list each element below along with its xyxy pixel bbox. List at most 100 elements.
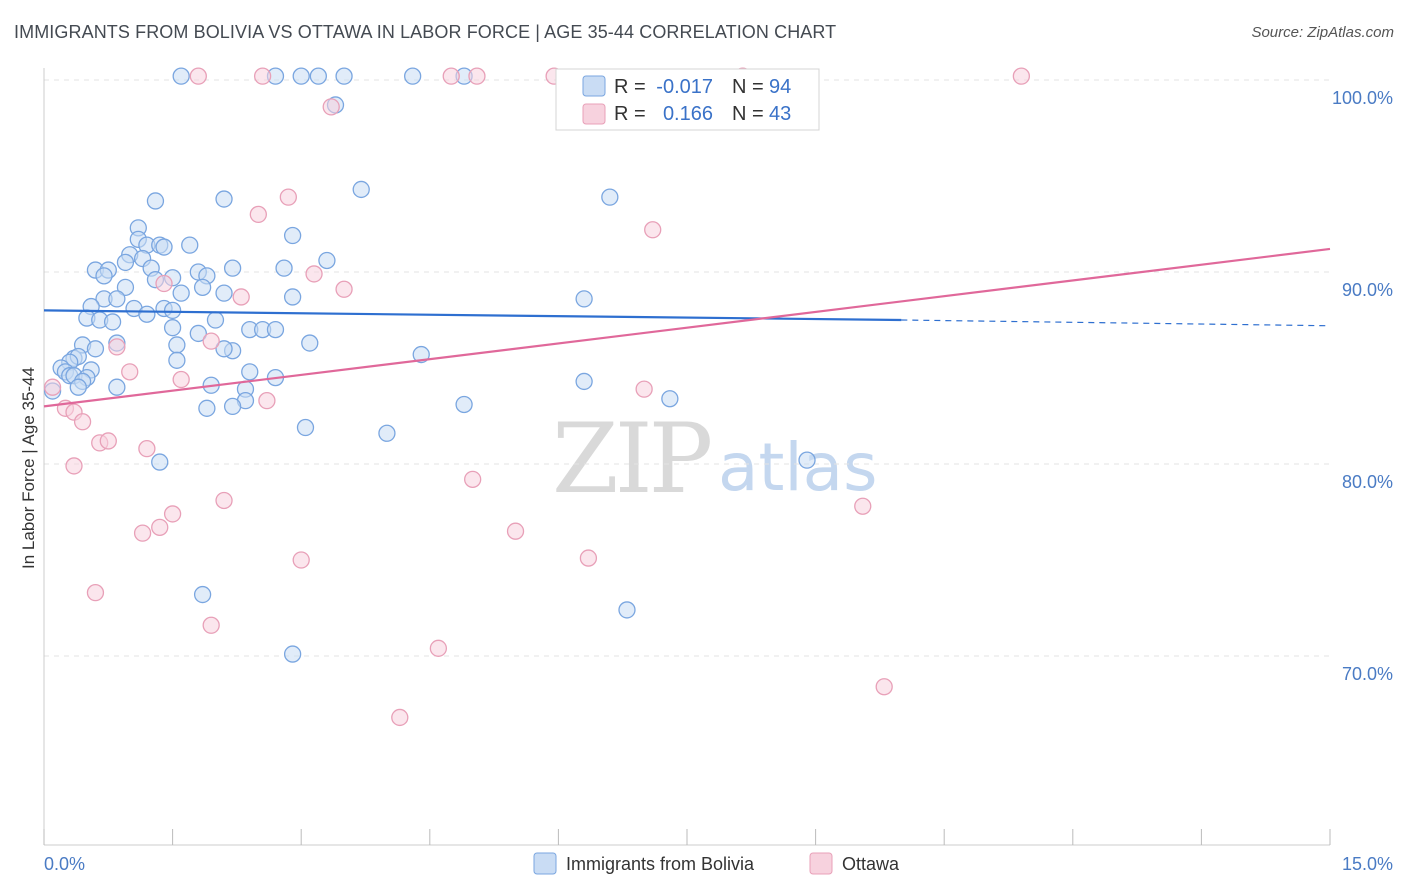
bolivia-point: [618, 601, 636, 619]
bottom-legend-label-bolivia: Immigrants from Bolivia: [566, 854, 755, 874]
bolivia-point: [206, 311, 225, 329]
ottawa-point: [635, 380, 653, 398]
bolivia-point: [215, 340, 233, 358]
ottawa-point: [65, 457, 83, 475]
legend-n-label-2: N =: [732, 103, 764, 125]
bolivia-point: [172, 284, 190, 302]
bolivia-point: [69, 378, 87, 396]
bolivia-point: [95, 267, 113, 285]
bolivia-point: [378, 424, 396, 442]
bolivia-point: [168, 336, 186, 354]
bolivia-point: [266, 320, 285, 339]
ottawa-trend-line: [43, 247, 1331, 408]
bolivia-point: [168, 351, 186, 369]
bolivia-point: [798, 451, 816, 469]
bolivia-point: [352, 180, 370, 199]
axes: [43, 68, 1331, 846]
bolivia-point: [575, 372, 593, 391]
bolivia-point: [241, 363, 259, 381]
stats-legend: R = -0.017 N = 94 R = 0.166 N = 43: [555, 68, 820, 131]
legend-r-value-1: -0.017: [656, 76, 713, 98]
ottawa-point: [258, 391, 276, 410]
ottawa-point: [138, 439, 156, 458]
bolivia-point: [283, 226, 302, 245]
legend-n-value-2: 43: [769, 103, 791, 125]
bolivia-point: [292, 67, 310, 85]
bolivia-point: [455, 395, 473, 414]
ottawa-point: [202, 332, 220, 350]
bolivia-point: [193, 278, 212, 297]
bolivia-point: [661, 390, 679, 408]
ottawa-point: [99, 432, 117, 450]
ottawa-point: [1012, 67, 1031, 85]
bolivia-point: [181, 236, 199, 254]
ottawa-point: [172, 370, 190, 389]
ottawa-point: [86, 583, 105, 602]
chart-source: Source: ZipAtlas.com: [1251, 24, 1394, 41]
bolivia-point: [116, 278, 135, 297]
bolivia-point: [108, 290, 126, 308]
gridlines: [44, 79, 1330, 657]
trend-lines: [43, 247, 1331, 408]
y-tick-label-90: 90.0%: [1342, 280, 1393, 300]
bolivia-trend-line-extension: [901, 319, 1331, 327]
bolivia-point: [172, 67, 190, 85]
bolivia-point: [575, 290, 593, 308]
legend-n-label-1: N =: [732, 76, 764, 98]
ottawa-point: [442, 67, 460, 85]
bolivia-point: [601, 188, 619, 206]
bolivia-point: [309, 67, 327, 85]
ottawa-point: [644, 221, 662, 239]
bolivia-point: [146, 192, 165, 210]
legend-swatch-bolivia: [582, 75, 606, 97]
y-tick-label-80: 80.0%: [1342, 472, 1393, 492]
bolivia-point: [116, 253, 135, 272]
bolivia-point: [193, 585, 212, 604]
ottawa-point: [391, 708, 409, 727]
ottawa-point: [232, 288, 250, 306]
ottawa-point: [43, 378, 62, 396]
bolivia-point: [198, 399, 216, 417]
x-tick-label-right: 15.0%: [1342, 854, 1393, 874]
ottawa-point: [335, 280, 353, 298]
watermark-atlas: atlas: [718, 429, 878, 506]
ottawa-point: [506, 522, 525, 540]
series-legend: Immigrants from Bolivia Ottawa: [533, 852, 900, 875]
bolivia-point: [155, 238, 173, 256]
ottawa-point: [322, 98, 340, 116]
ottawa-point: [215, 491, 233, 510]
bolivia-point: [86, 340, 105, 358]
bolivia-point: [318, 251, 336, 270]
bolivia-point: [215, 190, 233, 208]
ottawa-point: [579, 549, 598, 567]
bolivia-point: [189, 324, 207, 343]
ottawa-point: [429, 639, 448, 657]
bolivia-point: [412, 345, 430, 364]
ottawa-point: [202, 616, 220, 634]
bolivia-point: [223, 259, 242, 277]
ottawa-point: [305, 265, 323, 283]
ottawa-point: [151, 518, 169, 537]
legend-swatch-ottawa: [582, 103, 606, 125]
legend-n-value-1: 94: [769, 76, 791, 98]
bolivia-point: [404, 67, 422, 85]
ottawa-point: [155, 274, 173, 293]
ottawa-point: [108, 338, 126, 356]
bolivia-point: [283, 645, 302, 663]
bolivia-point: [335, 67, 353, 85]
ottawa-point: [133, 524, 152, 542]
ottawa-point: [121, 363, 139, 381]
legend-r-label-1: R =: [614, 76, 646, 98]
x-tick-label-left: 0.0%: [44, 854, 85, 874]
ottawa-point: [189, 67, 207, 85]
watermark-zip: ZIP: [552, 403, 711, 515]
legend-r-value-2: 0.166: [663, 103, 713, 125]
ottawa-point: [73, 413, 92, 431]
tick-labels: 100.0% 90.0% 80.0% 70.0% 0.0% 15.0%: [44, 88, 1393, 874]
ottawa-point: [464, 470, 482, 489]
chart-title: IMMIGRANTS FROM BOLIVIA VS OTTAWA IN LAB…: [14, 22, 837, 42]
ottawa-point: [253, 67, 272, 85]
bolivia-point: [301, 334, 319, 352]
y-tick-label-70: 70.0%: [1342, 664, 1393, 684]
